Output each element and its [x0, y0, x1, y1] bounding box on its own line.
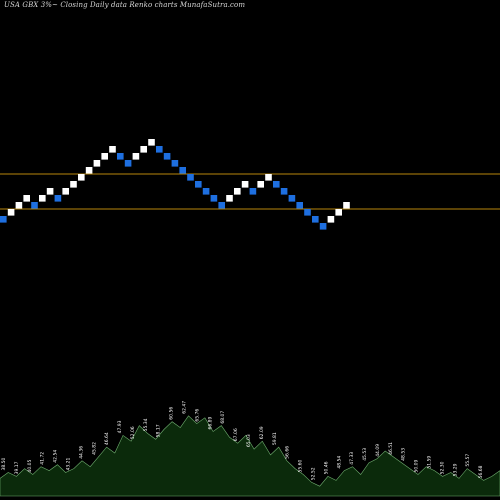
renko-brick-up	[15, 202, 23, 209]
renko-brick-up	[7, 209, 15, 216]
renko-brick-down	[117, 153, 124, 160]
volume-label: 59.81	[272, 432, 278, 445]
renko-brick-down	[31, 202, 38, 209]
renko-brick-down	[210, 195, 218, 202]
renko-brick-up	[132, 153, 140, 160]
renko-brick-up	[226, 195, 233, 202]
volume-label: 51.59	[427, 456, 433, 469]
renko-brick-down	[202, 188, 210, 195]
renko-brick-down	[156, 146, 163, 153]
renko-brick-down	[312, 216, 319, 223]
renko-brick-up	[140, 146, 147, 153]
volume-label: 55.60	[298, 459, 304, 472]
renko-brick-up	[257, 181, 264, 188]
renko-brick-up	[327, 216, 335, 223]
renko-brick-down	[280, 188, 288, 195]
volume-label: 52.52	[311, 467, 317, 480]
volume-label: 65.03	[246, 434, 252, 447]
renko-brick-up	[241, 181, 249, 188]
volume-label: 68.07	[220, 411, 226, 424]
renko-brick-up	[62, 188, 69, 195]
volume-label: 39.17	[14, 461, 20, 474]
renko-bricks	[0, 139, 350, 230]
renko-brick-down	[54, 195, 62, 202]
volume-label: 47.93	[117, 420, 123, 433]
volume-label: 45.53	[362, 448, 368, 461]
volume-label: 48.54	[336, 456, 342, 469]
renko-brick-down	[124, 160, 132, 167]
renko-brick-down	[218, 202, 225, 209]
volume-label: 67.06	[233, 428, 239, 441]
volume-label: 46.64	[104, 432, 110, 445]
volume-label: 46.51	[388, 442, 394, 455]
renko-brick-down	[273, 181, 280, 188]
volume-label: 41.72	[40, 452, 46, 465]
renko-brick-up	[85, 167, 93, 174]
chart-header: USA GBX 3%~ Closing Daily data Renko cha…	[4, 1, 246, 9]
renko-brick-up	[78, 174, 85, 181]
volume-label: 42.54	[53, 450, 59, 463]
volume-label: 50.46	[323, 461, 329, 474]
renko-brick-up	[234, 188, 241, 195]
renko-brick-down	[288, 195, 296, 202]
volume-labels: 38.50 39.17 40.05 41.72 42.54 43.21 44.36 45.82…	[1, 401, 484, 481]
volume-label: 65.76	[194, 409, 200, 422]
volume-label: 55.34	[143, 418, 149, 431]
renko-brick-up	[39, 195, 46, 202]
volume-label: 40.05	[27, 459, 33, 472]
renko-brick-down	[249, 188, 257, 195]
renko-brick-up	[335, 209, 342, 216]
renko-brick-up	[148, 139, 155, 146]
volume-label: 53.29	[452, 463, 458, 476]
volume-label: 55.57	[465, 454, 471, 467]
volume-label: 52.30	[439, 461, 445, 474]
renko-brick-down	[319, 223, 327, 230]
renko-brick-up	[93, 160, 101, 167]
volume-label: 48.53	[401, 448, 407, 461]
volume-label: 38.50	[1, 457, 7, 470]
renko-brick-up	[46, 188, 54, 195]
volume-label: 62.47	[182, 401, 188, 414]
volume-panel	[0, 415, 500, 497]
volume-area	[0, 415, 500, 497]
renko-brick-down	[296, 202, 303, 209]
volume-label: 52.06	[130, 426, 136, 439]
volume-label: 60.56	[169, 407, 175, 420]
renko-brick-down	[179, 167, 186, 174]
renko-brick-down	[195, 181, 202, 188]
volume-label: 56.68	[478, 465, 484, 478]
volume-label: 50.09	[414, 459, 420, 472]
volume-label: 66.89	[207, 416, 213, 429]
volume-label: 43.21	[66, 457, 72, 470]
renko-brick-down	[163, 153, 171, 160]
renko-brick-down	[187, 174, 194, 181]
renko-brick-up	[343, 202, 350, 209]
renko-brick-up	[101, 153, 108, 160]
renko-brick-up	[23, 195, 30, 202]
renko-brick-up	[70, 181, 77, 188]
volume-label: 44.36	[78, 446, 84, 459]
volume-label: 62.09	[259, 426, 265, 439]
renko-brick-up	[265, 174, 272, 181]
renko-brick-down	[171, 160, 179, 167]
renko-brick-up	[109, 146, 116, 153]
renko-brick-down	[0, 216, 7, 223]
volume-label: 45.82	[91, 442, 97, 455]
volume-label: 44.09	[375, 444, 381, 457]
volume-label: 56.66	[285, 446, 291, 459]
renko-brick-down	[304, 209, 311, 216]
volume-label: 47.33	[349, 452, 355, 465]
volume-label: 58.17	[156, 424, 162, 437]
